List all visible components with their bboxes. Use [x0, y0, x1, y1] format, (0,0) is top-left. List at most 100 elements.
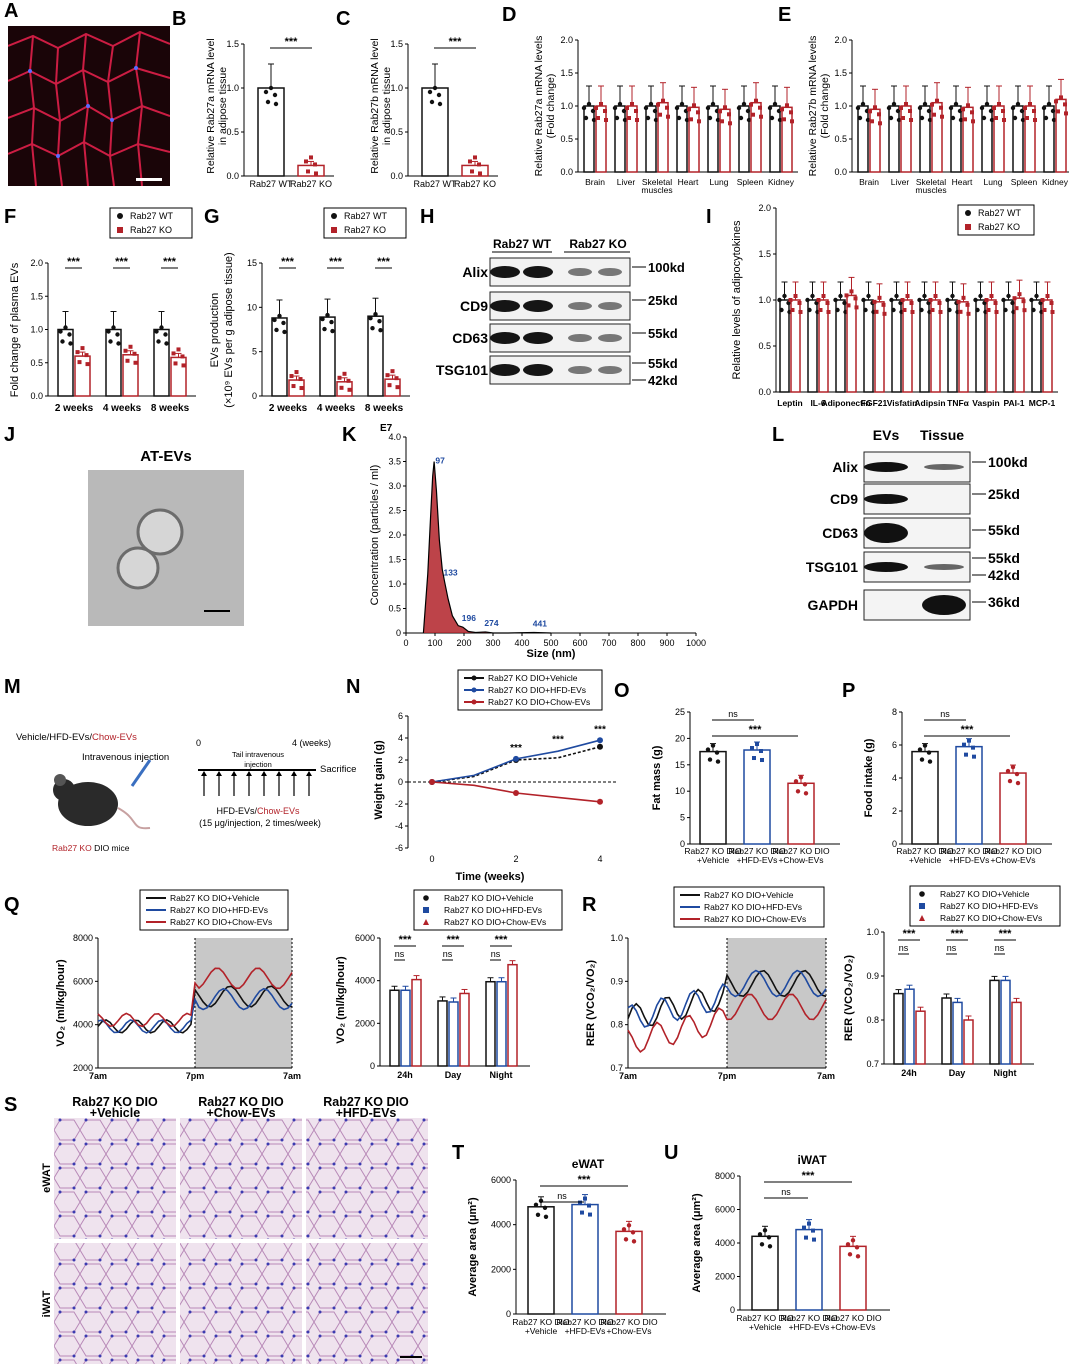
- panel-d-x-label: Liver: [617, 177, 636, 187]
- panel-t-data-point: [623, 1237, 629, 1242]
- panel-g-data-point: [291, 384, 296, 389]
- panel-g-y-tick-label: 15: [247, 258, 257, 268]
- panel-n-legend-label: Rab27 KO DIO+HFD-EVs: [488, 685, 586, 695]
- panel-k-x-tick-label: 500: [543, 638, 558, 648]
- panel-b-data-point: [313, 162, 317, 167]
- panel-f-legend-label: Rab27 WT: [130, 211, 174, 221]
- panel-n-sig-label: ***: [552, 734, 564, 745]
- panel-s-column-label: +Vehicle: [90, 1106, 140, 1120]
- panel-q-bars-legend-label: Rab27 KO DIO+HFD-EVs: [444, 905, 542, 915]
- panel-q-bars-y-tick-label: 4000: [355, 976, 375, 986]
- panel-i-data-point: [854, 305, 859, 310]
- panel-i-data-point: [1012, 296, 1017, 301]
- adipocyte-membrane-pattern: [8, 30, 170, 186]
- panel-d-data-point: [782, 117, 786, 122]
- panel-o-data-point: [710, 743, 716, 748]
- panel-u-title: iWAT: [797, 1153, 827, 1167]
- panel-r-bars-sig-label: ***: [999, 928, 1013, 940]
- panel-d-y-tick-label: 1.5: [560, 68, 573, 78]
- panel-p-data-point: [1015, 780, 1021, 786]
- panel-g-x-label: 4 weeks: [317, 403, 356, 414]
- panel-e-y-tick-label: 1.5: [834, 68, 847, 78]
- panel-i-data-point: [894, 293, 899, 299]
- panel-k-x-tick-label: 300: [485, 638, 500, 648]
- panel-r-bars-legend-box: [909, 885, 1061, 927]
- panel-c-y-tick-label: 0.0: [390, 171, 403, 181]
- panel-t-data-point: [631, 1239, 637, 1244]
- panel-f-legend-marker: [117, 227, 123, 233]
- panel-n-y-tick-label: 4: [398, 733, 403, 743]
- panel-r-bars-legend-label: Rab27 KO DIO+Vehicle: [940, 889, 1030, 899]
- panel-f-data-point: [84, 353, 89, 358]
- panel-d-data-point: [643, 105, 649, 111]
- panel-i-x-label: Adipsin: [914, 398, 945, 408]
- panel-d-data-point: [758, 105, 762, 110]
- panel-g-data-point: [378, 328, 383, 333]
- panel-r-bars-bar: [1011, 1001, 1022, 1065]
- panel-c-data-point: [478, 171, 482, 176]
- panel-i-data-point: [902, 308, 907, 312]
- panel-f-data-point: [156, 339, 161, 344]
- panel-p-y-tick-label: 0: [892, 839, 897, 849]
- panel-i-data-point: [797, 301, 802, 305]
- panel-label-o: O: [614, 680, 630, 702]
- panel-i-x-label: Leptin: [777, 398, 803, 408]
- panel-d-data-point: [645, 115, 651, 121]
- panel-f-data-point: [106, 329, 111, 334]
- panel-label-q: Q: [4, 894, 20, 916]
- panel-g-legend-marker: [331, 213, 337, 219]
- panel-i-data-point: [874, 309, 879, 314]
- panel-i-data-point: [1050, 310, 1055, 314]
- panel-r-bars-bar: [1000, 979, 1011, 1065]
- panel-i-bar: [807, 299, 818, 393]
- panel-d-data-point: [749, 102, 753, 107]
- panel-h-protein-label: CD63: [452, 330, 488, 346]
- ev-particle: [116, 546, 160, 590]
- panel-f-data-point: [128, 344, 133, 349]
- panel-i-data-point: [833, 297, 838, 303]
- panel-e-data-point: [1002, 118, 1006, 122]
- panel-e-data-point: [979, 105, 985, 111]
- panel-b-y-tick-label: 0.0: [226, 171, 239, 181]
- panel-g-data-point: [390, 369, 395, 374]
- panel-e-data-point: [1023, 106, 1027, 110]
- panel-p-x-label: +HFD-EVs: [949, 855, 990, 865]
- panel-b-y-tick-label: 0.5: [226, 127, 239, 137]
- panel-n-data-point: [429, 779, 435, 785]
- panel-e-y-label: (Fold change): [819, 74, 831, 139]
- panel-d-data-point: [759, 114, 763, 119]
- panel-q-bars-sig-label: ***: [399, 934, 413, 946]
- panel-i-bar: [891, 299, 902, 393]
- panel-u-data-point: [762, 1228, 768, 1233]
- panel-q-bars-x-label: 24h: [397, 1070, 413, 1080]
- panel-u-sig-label: ***: [802, 1170, 816, 1182]
- panel-d-data-point: [777, 117, 783, 123]
- panel-d-data-point: [689, 117, 693, 122]
- panel-g-data-point: [347, 387, 352, 392]
- panel-l-band: [864, 462, 908, 472]
- panel-i-data-point: [900, 298, 905, 302]
- panel-label-h: H: [420, 206, 435, 228]
- panel-i-y-tick-label: 1.5: [758, 249, 771, 259]
- panel-q-y-tick-label: 4000: [73, 1020, 93, 1030]
- panel-r-bars-x-label: Day: [949, 1068, 966, 1078]
- panel-i-data-point: [863, 307, 868, 313]
- panel-n-y-tick-label: -2: [395, 799, 403, 809]
- panel-u-y-tick-label: 2000: [715, 1272, 735, 1282]
- panel-q-legend-label: Rab27 KO DIO+Chow-EVs: [170, 917, 272, 927]
- panel-k-area: [423, 461, 551, 633]
- panel-p-y-tick-label: 6: [892, 740, 897, 750]
- panel-o-data-point: [793, 779, 799, 784]
- panel-d-data-point: [741, 101, 747, 107]
- panel-i-bar: [947, 299, 958, 393]
- panel-b-y-label: in adipose tissue: [217, 67, 229, 145]
- panel-n-y-tick-label: 0: [398, 777, 403, 787]
- panel-o-y-tick-label: 0: [680, 839, 685, 849]
- panel-i-data-point: [849, 289, 854, 294]
- panel-p-data-point: [919, 757, 925, 762]
- panel-i-data-point: [1021, 299, 1026, 304]
- panel-d-y-tick-label: 0.0: [560, 167, 573, 177]
- panel-e-x-label: Liver: [891, 177, 910, 187]
- panel-r-bars-y-label: RER (VCO₂/VO₂): [843, 955, 855, 1042]
- panel-e-data-point: [870, 119, 874, 124]
